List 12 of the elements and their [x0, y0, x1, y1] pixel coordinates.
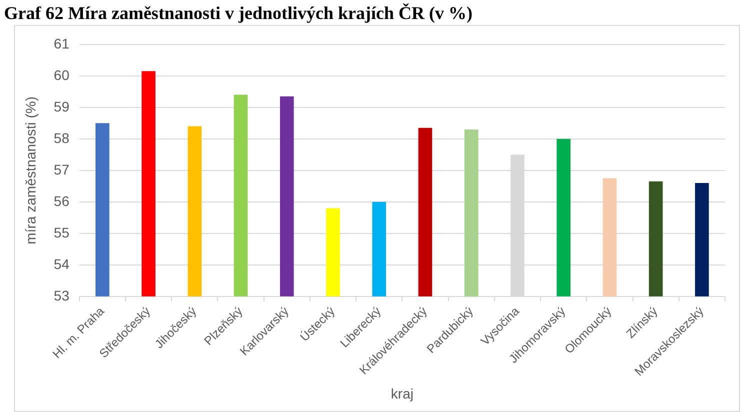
y-tick-label: 61 — [54, 35, 70, 52]
y-tick-label: 57 — [54, 161, 70, 178]
y-tick-label: 60 — [54, 66, 70, 83]
y-tick-label: 53 — [54, 287, 70, 304]
y-tick-label: 59 — [54, 98, 70, 114]
y-tick-label: 56 — [54, 192, 70, 209]
y-axis-title: míra zaměstnanosti (%) — [22, 96, 38, 244]
y-tick-label: 55 — [54, 224, 70, 240]
y-tick-label: 54 — [54, 256, 70, 272]
y-tick-label: 58 — [54, 130, 70, 146]
chart-title: Graf 62 Míra zaměstnanosti v jednotlivých krajích ČR (v %) — [3, 2, 474, 24]
x-axis-title: kraj — [390, 385, 414, 402]
